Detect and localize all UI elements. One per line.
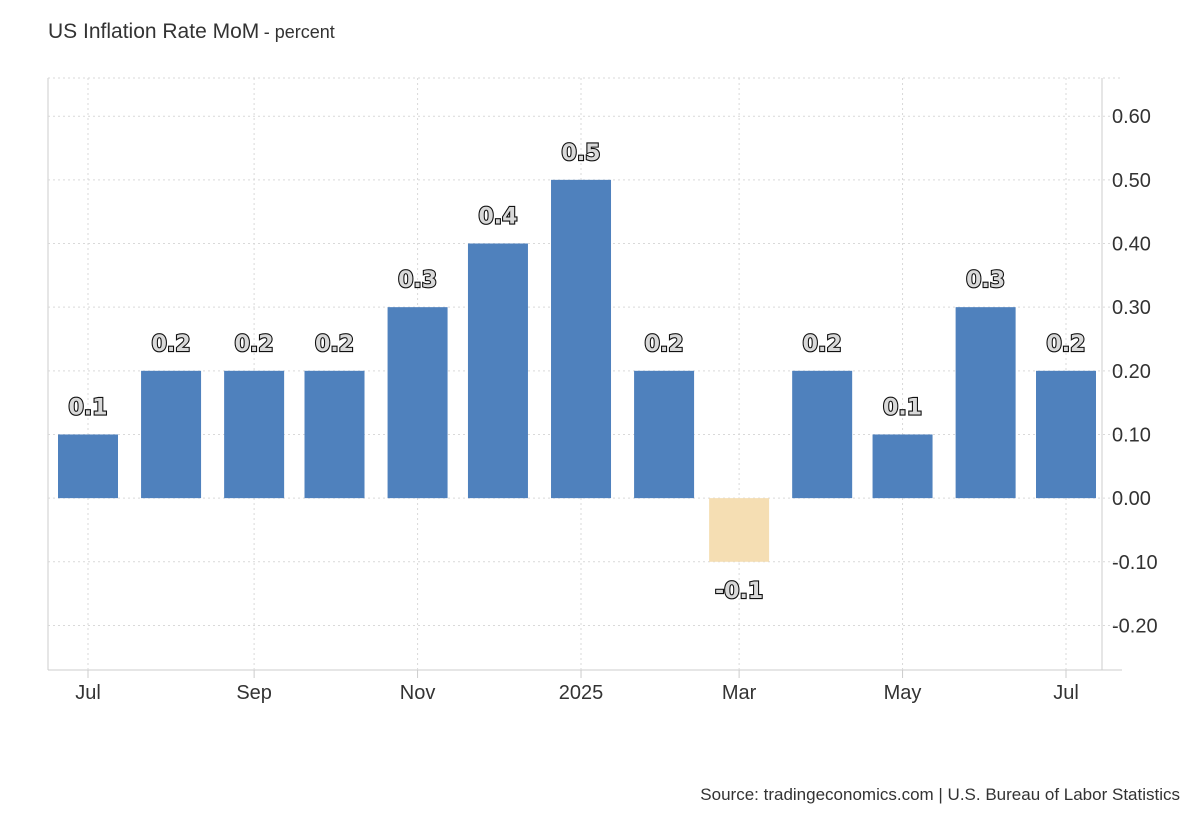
- data-label: 0.2: [152, 332, 191, 357]
- x-tick-label: Jul: [1053, 682, 1079, 704]
- data-label: 0.2: [803, 332, 842, 357]
- y-tick-label: 0.30: [1112, 297, 1151, 319]
- bar-negative: [709, 498, 770, 562]
- x-tick-label: Jul: [75, 682, 101, 704]
- x-tick-label: 2025: [559, 682, 604, 704]
- data-label: 0.4: [478, 205, 517, 230]
- chart-subtitle: - percent: [263, 22, 335, 42]
- bar: [955, 307, 1016, 499]
- data-label: 0.3: [966, 268, 1005, 293]
- data-label: 0.2: [1047, 332, 1086, 357]
- data-label: 0.1: [69, 395, 108, 420]
- y-tick-label: 0.00: [1112, 488, 1151, 510]
- data-label: 0.2: [645, 332, 684, 357]
- bar: [551, 179, 612, 499]
- x-tick-label: May: [884, 682, 922, 704]
- y-tick-label: 0.10: [1112, 424, 1151, 446]
- y-tick-label: 0.60: [1112, 106, 1151, 128]
- y-tick-label: 0.20: [1112, 361, 1151, 383]
- y-tick-label: -0.20: [1112, 615, 1158, 637]
- x-tick-label: Sep: [236, 682, 272, 704]
- y-tick-label: -0.10: [1112, 552, 1158, 574]
- bar: [1036, 370, 1096, 499]
- bar: [304, 370, 365, 499]
- data-label: 0.5: [562, 141, 601, 166]
- bar: [224, 370, 285, 499]
- data-label: 0.1: [883, 395, 922, 420]
- chart-title: US Inflation Rate MoM: [48, 20, 260, 43]
- data-label: 0.2: [235, 332, 274, 357]
- data-label: 0.3: [398, 268, 437, 293]
- source-note: Source: tradingeconomics.com | U.S. Bure…: [700, 785, 1180, 804]
- bar: [387, 307, 448, 499]
- data-label: -0.1: [715, 579, 763, 604]
- data-label: 0.2: [315, 332, 354, 357]
- bar: [141, 370, 202, 499]
- bar: [58, 434, 118, 499]
- bar: [792, 370, 853, 499]
- x-tick-label: Nov: [400, 682, 436, 704]
- bar: [634, 370, 695, 499]
- bar: [467, 243, 528, 499]
- y-tick-label: 0.40: [1112, 234, 1151, 256]
- x-tick-label: Mar: [722, 682, 757, 704]
- y-tick-label: 0.50: [1112, 170, 1151, 192]
- bar: [872, 434, 933, 499]
- chart-title-block: US Inflation Rate MoM - percent: [48, 20, 335, 44]
